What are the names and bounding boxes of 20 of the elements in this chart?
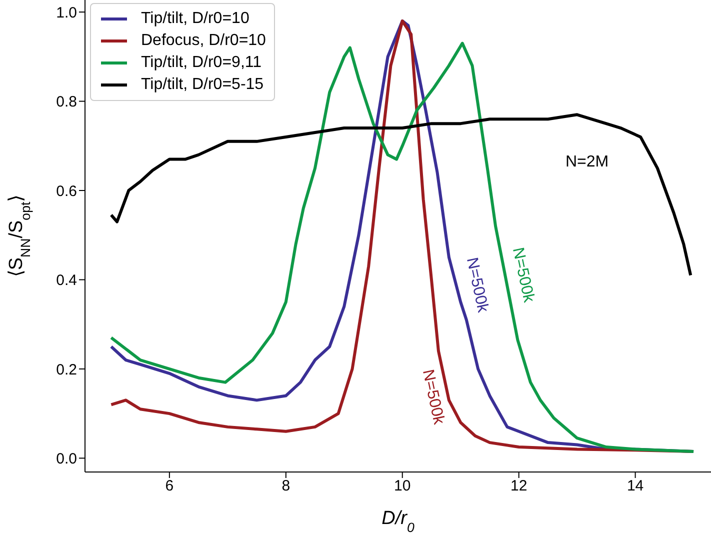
annotation: N=500k (508, 246, 538, 305)
x-tick-label: 12 (510, 478, 528, 495)
annotation: N=500k (462, 256, 492, 315)
x-tick-label: 8 (282, 478, 290, 495)
y-tick-label: 0.6 (56, 182, 77, 200)
legend-label: Defocus, D/r0=10 (141, 31, 266, 51)
y-tick-label: 0.8 (56, 94, 77, 111)
legend-label: Tip/tilt, D/r0=10 (141, 9, 250, 29)
y-tick-label: 0.4 (56, 272, 77, 290)
y-tick-label: 0.0 (56, 450, 77, 468)
x-tick-label: 6 (165, 478, 174, 495)
x-tick-label: 10 (394, 478, 411, 495)
annotation: N=500k (418, 368, 448, 427)
annotation: N=2M (565, 154, 609, 170)
y-tick-label: 1.0 (56, 4, 77, 22)
x-tick-label: 14 (626, 478, 644, 495)
x-axis-title: D/r$_{0}$ (382, 508, 415, 534)
y-tick-label: 0.2 (56, 361, 77, 378)
legend-label: Tip/tilt, D/r0=9,11 (141, 53, 262, 73)
legend-label: Tip/tilt, D/r0=5-15 (141, 75, 264, 95)
